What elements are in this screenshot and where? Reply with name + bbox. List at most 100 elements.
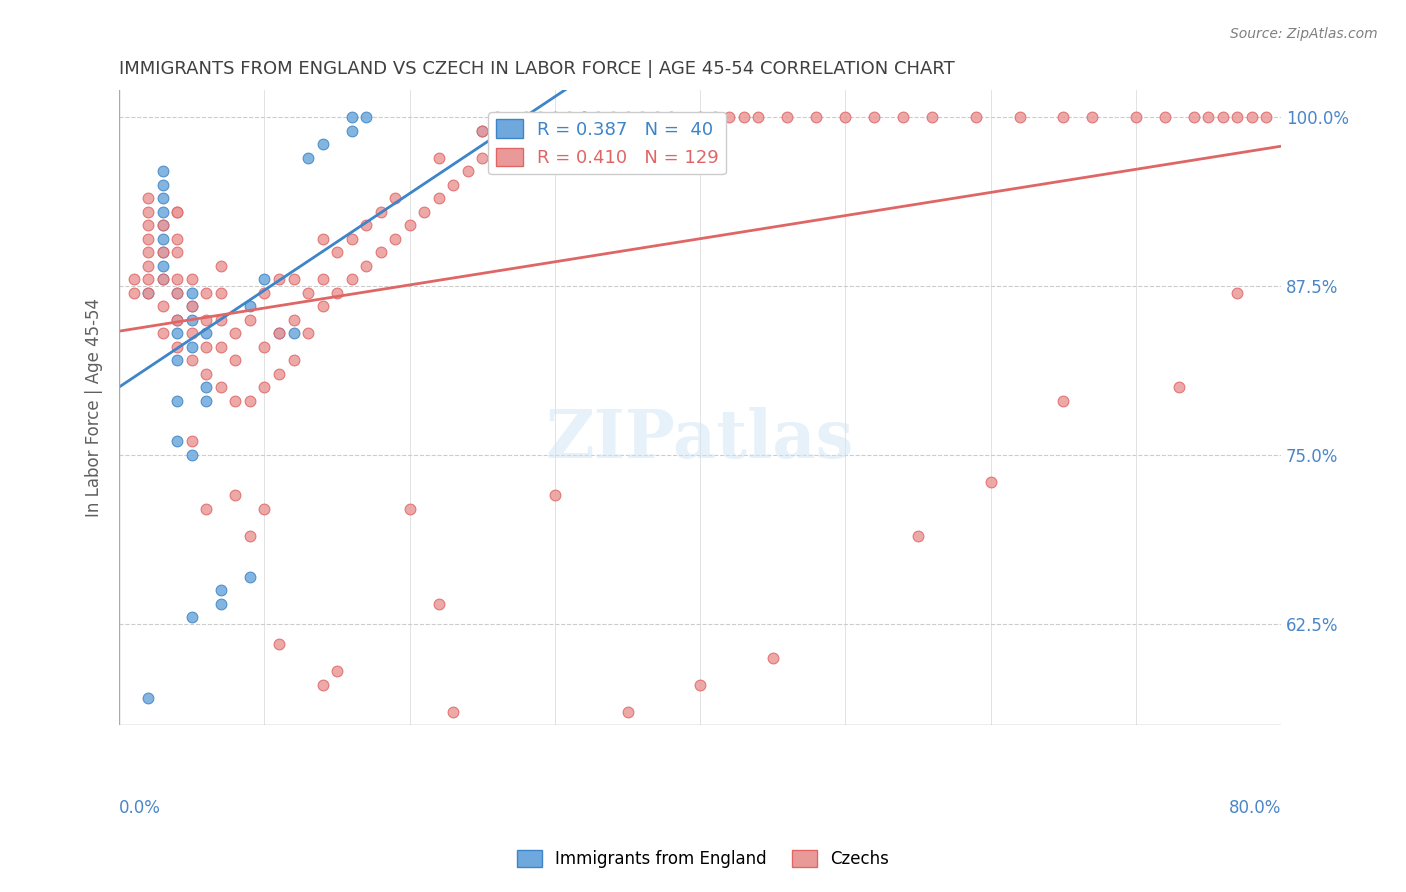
Point — [209, 597, 232, 611]
Point — [457, 164, 479, 178]
Point — [588, 110, 610, 124]
Point — [326, 245, 349, 260]
Point — [166, 285, 188, 300]
Point — [965, 110, 987, 124]
Point — [370, 204, 392, 219]
Point — [1226, 110, 1249, 124]
Point — [209, 313, 232, 327]
Point — [311, 137, 333, 152]
Point — [195, 313, 218, 327]
Point — [224, 353, 246, 368]
Point — [180, 434, 202, 449]
Point — [616, 110, 638, 124]
Point — [180, 340, 202, 354]
Point — [1052, 393, 1074, 408]
Point — [501, 124, 523, 138]
Point — [267, 326, 290, 341]
Point — [122, 272, 145, 286]
Point — [1182, 110, 1205, 124]
Point — [253, 380, 276, 394]
Point — [398, 219, 420, 233]
Point — [267, 367, 290, 381]
Point — [166, 313, 188, 327]
Point — [152, 204, 174, 219]
Point — [544, 110, 567, 124]
Text: 0.0%: 0.0% — [120, 799, 162, 817]
Point — [340, 272, 363, 286]
Point — [1081, 110, 1104, 124]
Point — [180, 313, 202, 327]
Point — [267, 272, 290, 286]
Point — [180, 448, 202, 462]
Point — [1008, 110, 1031, 124]
Point — [776, 110, 799, 124]
Point — [136, 245, 159, 260]
Point — [180, 326, 202, 341]
Point — [209, 380, 232, 394]
Point — [340, 232, 363, 246]
Point — [471, 151, 494, 165]
Point — [195, 285, 218, 300]
Point — [224, 326, 246, 341]
Point — [253, 272, 276, 286]
Point — [616, 705, 638, 719]
Point — [544, 488, 567, 502]
Point — [152, 272, 174, 286]
Y-axis label: In Labor Force | Age 45-54: In Labor Force | Age 45-54 — [86, 298, 103, 517]
Point — [180, 299, 202, 313]
Point — [893, 110, 915, 124]
Point — [180, 285, 202, 300]
Point — [224, 488, 246, 502]
Point — [283, 326, 305, 341]
Point — [980, 475, 1002, 489]
Point — [354, 259, 377, 273]
Point — [253, 285, 276, 300]
Point — [136, 219, 159, 233]
Point — [1125, 110, 1147, 124]
Point — [224, 393, 246, 408]
Point — [354, 219, 377, 233]
Point — [152, 219, 174, 233]
Point — [253, 502, 276, 516]
Point — [253, 340, 276, 354]
Point — [166, 204, 188, 219]
Point — [645, 110, 668, 124]
Point — [572, 110, 595, 124]
Point — [1240, 110, 1263, 124]
Point — [806, 110, 828, 124]
Point — [195, 380, 218, 394]
Point — [239, 569, 262, 583]
Point — [283, 353, 305, 368]
Point — [180, 610, 202, 624]
Point — [166, 326, 188, 341]
Text: ZIPatlas: ZIPatlas — [546, 407, 855, 472]
Point — [283, 313, 305, 327]
Point — [733, 110, 755, 124]
Point — [195, 340, 218, 354]
Point — [311, 299, 333, 313]
Text: 80.0%: 80.0% — [1229, 799, 1281, 817]
Point — [441, 705, 464, 719]
Point — [152, 245, 174, 260]
Point — [166, 393, 188, 408]
Point — [239, 529, 262, 543]
Point — [136, 691, 159, 706]
Point — [152, 245, 174, 260]
Point — [413, 204, 436, 219]
Point — [398, 502, 420, 516]
Point — [485, 110, 508, 124]
Point — [152, 272, 174, 286]
Point — [152, 164, 174, 178]
Point — [195, 326, 218, 341]
Point — [689, 677, 711, 691]
Point — [152, 259, 174, 273]
Point — [166, 272, 188, 286]
Point — [689, 110, 711, 124]
Point — [326, 285, 349, 300]
Point — [267, 326, 290, 341]
Legend: R = 0.387   N =  40, R = 0.410   N = 129: R = 0.387 N = 40, R = 0.410 N = 129 — [488, 112, 725, 174]
Point — [441, 178, 464, 192]
Point — [166, 434, 188, 449]
Point — [471, 124, 494, 138]
Point — [152, 191, 174, 205]
